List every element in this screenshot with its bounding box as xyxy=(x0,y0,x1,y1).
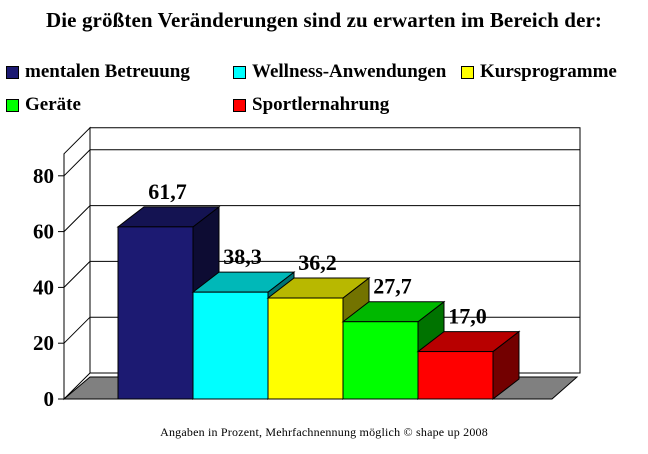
legend-item-kursprogramme: Kursprogramme xyxy=(461,61,617,83)
value-label: 61,7 xyxy=(148,179,187,204)
value-label: 36,2 xyxy=(298,250,337,275)
side-wall xyxy=(63,126,91,401)
bar-front xyxy=(267,297,344,400)
gridline xyxy=(63,260,580,288)
value-label: 27,7 xyxy=(373,274,412,299)
legend-label: Wellness-Anwendungen xyxy=(252,61,447,82)
legend-label: Sportlernahrung xyxy=(252,94,390,115)
y-tick-label: 80 xyxy=(33,164,54,188)
legend-label: Geräte xyxy=(25,94,81,115)
legend-label: mentalen Betreuung xyxy=(25,61,190,82)
bars-layer xyxy=(116,205,521,401)
legend-item-geraete: Geräte xyxy=(6,94,81,116)
legend-item-sportlernahrung: Sportlernahrung xyxy=(233,94,389,116)
labels-layer: 61,7 38,3 36,2 27,7 17,0 xyxy=(148,179,487,329)
y-tick-label: 60 xyxy=(33,220,54,244)
legend-item-mentalen-betreuung: mentalen Betreuung xyxy=(6,61,190,83)
bar-front xyxy=(117,226,194,400)
bar-front xyxy=(417,351,494,400)
bar-front xyxy=(192,291,269,400)
legend-swatch xyxy=(233,98,246,112)
legend-swatch xyxy=(6,98,19,112)
legend-swatch xyxy=(6,65,19,79)
legend-swatch xyxy=(233,65,246,79)
y-tick-label: 40 xyxy=(33,275,54,299)
y-tick-label: 0 xyxy=(44,387,55,411)
chart-title: Die größten Veränderungen sind zu erwart… xyxy=(45,8,603,32)
y-tick-label: 20 xyxy=(33,331,54,355)
legend-swatch xyxy=(461,65,474,79)
chart-footnote: Angaben in Prozent, Mehrfachnennung mögl… xyxy=(160,425,488,439)
value-label: 17,0 xyxy=(448,304,487,329)
gridline xyxy=(63,205,580,232)
legend-label: Kursprogramme xyxy=(480,61,617,82)
value-label: 38,3 xyxy=(223,244,262,269)
gridline xyxy=(63,149,580,177)
legend-item-wellness-anwendungen: Wellness-Anwendungen xyxy=(233,61,446,83)
bar-4 xyxy=(416,330,521,401)
bar-front xyxy=(342,321,419,400)
